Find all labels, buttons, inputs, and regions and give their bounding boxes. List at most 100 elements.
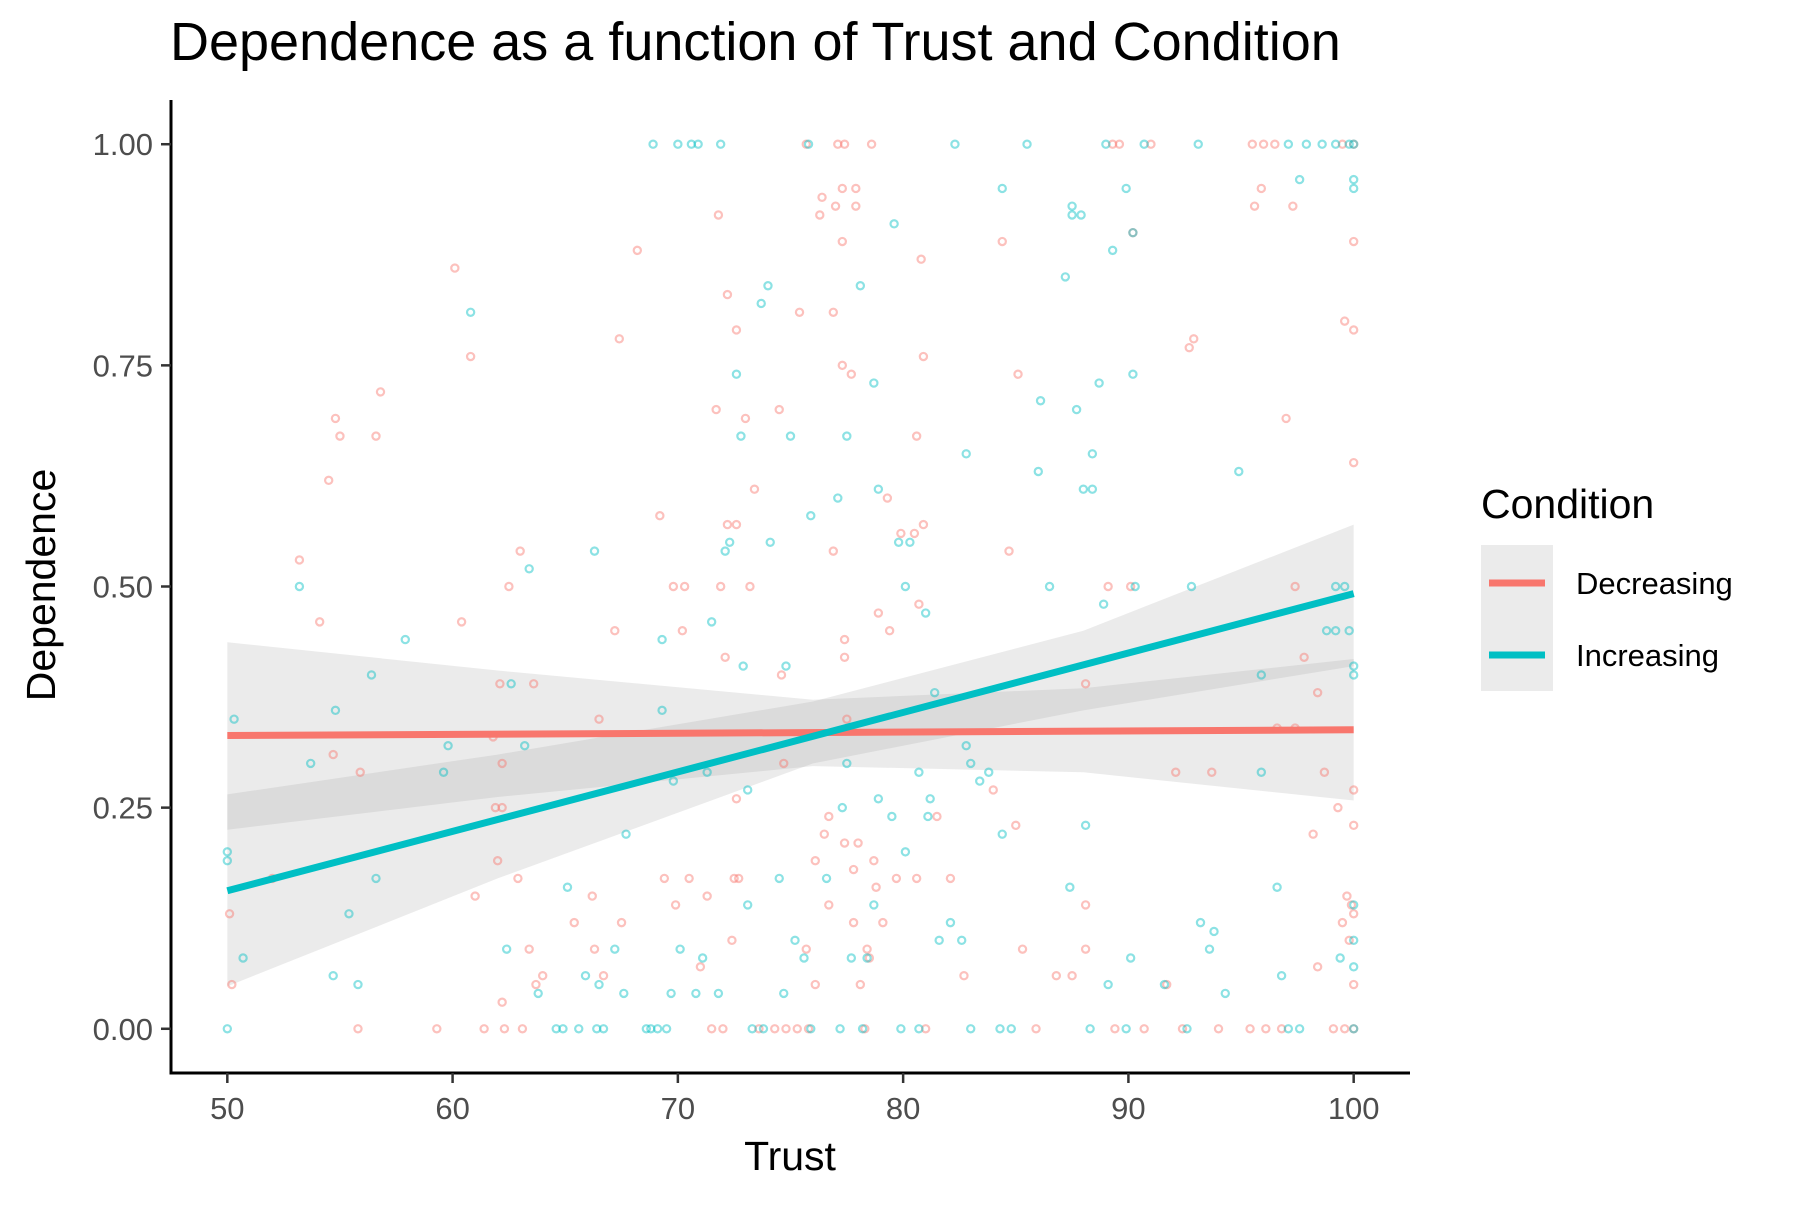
point-increasing <box>641 1024 652 1034</box>
point-increasing <box>950 139 960 149</box>
point-increasing <box>1348 183 1359 194</box>
point-decreasing <box>713 210 724 220</box>
x-tick-label: 90 <box>1111 1091 1145 1126</box>
point-decreasing <box>1312 962 1323 972</box>
point-increasing <box>862 953 872 963</box>
confidence-bands <box>227 524 1354 987</box>
fit-lines <box>226 590 1355 895</box>
point-increasing <box>1195 917 1206 928</box>
point-decreasing <box>1125 581 1136 592</box>
point-increasing <box>779 988 789 999</box>
point-increasing <box>1087 484 1098 494</box>
point-decreasing <box>224 909 235 919</box>
point-decreasing <box>896 528 906 539</box>
point-decreasing <box>801 139 811 149</box>
point-decreasing <box>837 360 848 371</box>
point-decreasing <box>465 351 476 362</box>
point-increasing <box>1321 626 1332 636</box>
point-increasing <box>923 811 933 822</box>
point-increasing <box>713 988 724 999</box>
point-increasing <box>893 537 904 547</box>
point-increasing <box>675 944 685 954</box>
point-increasing <box>934 935 944 946</box>
point-decreasing <box>916 254 926 264</box>
point-increasing <box>799 953 809 963</box>
point-decreasing <box>781 1024 791 1034</box>
y-tick-label: 0.75 <box>93 348 153 383</box>
point-decreasing <box>1339 316 1350 326</box>
point-increasing <box>580 971 591 981</box>
point-increasing <box>619 988 629 999</box>
x-tick-label: 60 <box>435 1091 469 1126</box>
point-decreasing <box>456 617 467 627</box>
point-increasing <box>736 431 746 441</box>
point-increasing <box>742 900 753 910</box>
point-increasing <box>562 882 573 892</box>
point-increasing <box>995 1024 1005 1034</box>
point-decreasing <box>227 979 237 990</box>
point-decreasing <box>1276 1024 1287 1034</box>
point-decreasing <box>1189 334 1199 344</box>
point-decreasing <box>853 838 863 848</box>
point-increasing <box>592 1024 602 1034</box>
point-increasing <box>443 741 453 751</box>
point-increasing <box>720 546 730 556</box>
point-increasing <box>666 988 676 999</box>
point-increasing <box>652 1024 663 1034</box>
point-decreasing <box>988 785 998 795</box>
point-increasing <box>1344 139 1354 149</box>
point-increasing <box>961 449 971 459</box>
point-increasing <box>869 900 879 910</box>
point-increasing <box>900 847 911 857</box>
point-decreasing <box>668 581 679 592</box>
point-decreasing <box>1213 1024 1224 1034</box>
point-decreasing <box>1114 139 1125 149</box>
point-increasing <box>1339 581 1350 592</box>
legend-title: Condition <box>1481 481 1654 527</box>
point-increasing <box>785 431 796 441</box>
x-axis-ticks: 50 60 70 80 90 100 <box>210 1073 1380 1126</box>
point-decreasing <box>1299 652 1309 662</box>
point-decreasing <box>911 873 922 884</box>
point-decreasing <box>920 1024 931 1034</box>
point-increasing <box>1071 404 1082 415</box>
point-decreasing <box>702 891 712 901</box>
point-decreasing <box>1261 1024 1271 1034</box>
point-increasing <box>806 511 816 521</box>
point-increasing <box>657 705 667 716</box>
point-decreasing <box>1270 139 1280 149</box>
point-decreasing <box>513 873 523 884</box>
point-decreasing <box>873 608 884 618</box>
point-decreasing <box>598 971 609 981</box>
point-decreasing <box>1312 687 1323 698</box>
point-decreasing <box>1348 785 1359 795</box>
point-increasing <box>1128 227 1138 238</box>
point-increasing <box>997 183 1007 194</box>
point-decreasing <box>524 944 534 954</box>
point-increasing <box>1067 201 1077 211</box>
point-decreasing <box>918 519 929 530</box>
point-decreasing <box>659 873 670 884</box>
point-decreasing <box>855 979 866 990</box>
x-tick-label: 80 <box>886 1091 920 1126</box>
point-decreasing <box>1249 201 1260 211</box>
point-decreasing <box>497 802 507 813</box>
point-increasing <box>222 847 233 857</box>
point-increasing <box>905 537 915 547</box>
point-increasing <box>1094 378 1104 388</box>
point-decreasing <box>959 971 969 981</box>
point-decreasing <box>839 838 850 848</box>
x-tick-label: 70 <box>661 1091 695 1126</box>
point-decreasing <box>323 475 334 486</box>
point-increasing <box>966 758 976 769</box>
x-tick-label: 100 <box>1328 1091 1380 1126</box>
point-increasing <box>835 1024 845 1034</box>
x-axis-title: Trust <box>744 1133 836 1179</box>
point-decreasing <box>848 917 859 928</box>
point-decreasing <box>1348 979 1359 990</box>
point-increasing <box>305 758 316 769</box>
point-decreasing <box>1348 236 1359 247</box>
point-decreasing <box>492 856 503 866</box>
